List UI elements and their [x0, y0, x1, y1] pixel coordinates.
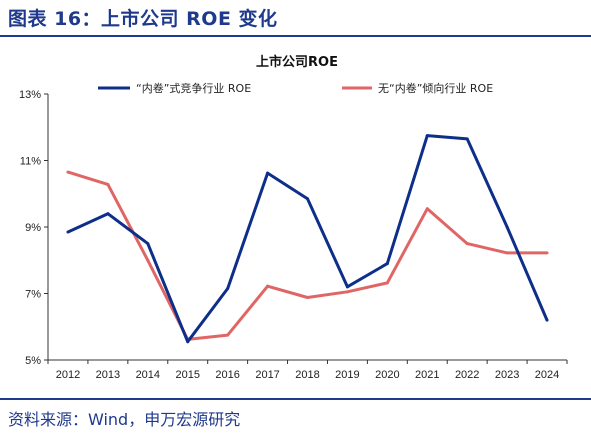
x-tick-label: 2022: [455, 369, 479, 381]
x-tick-label: 2012: [56, 369, 80, 381]
series-layer: [66, 134, 549, 344]
series-2-point: [505, 251, 509, 255]
series-1-point: [545, 318, 549, 322]
x-tick-label: 2019: [335, 369, 359, 381]
y-tick-label: 13%: [19, 89, 41, 101]
x-tick-label: 2015: [175, 369, 199, 381]
series-2-point: [425, 207, 429, 211]
y-tick-label: 7%: [25, 289, 41, 301]
x-tick-label: 2021: [415, 369, 439, 381]
source-divider: [0, 398, 591, 400]
x-tick-label: 2014: [136, 369, 160, 381]
series-2-point: [146, 258, 150, 262]
series-2-point: [345, 290, 349, 294]
series-1-point: [66, 230, 70, 234]
series-1-point: [465, 137, 469, 141]
y-tick-label: 9%: [25, 222, 41, 234]
chart-title: 上市公司ROE: [256, 54, 338, 70]
x-tick-label: 2016: [215, 369, 239, 381]
x-tick-label: 2017: [255, 369, 279, 381]
series-2-point: [66, 170, 70, 174]
series-1-point: [345, 285, 349, 289]
series-1-point: [266, 171, 270, 175]
line-chart: 上市公司ROE “内卷”式竞争行业 ROE 无“内卷”倾向行业 ROE 5% 7%…: [19, 54, 568, 381]
series-1-point: [106, 212, 110, 216]
series-2-point: [226, 333, 230, 337]
series-1-point: [385, 262, 389, 266]
x-axis-ticks: 2012 2013 2014 2015 2016 2017 2018 2019 2020 2021…: [47, 360, 568, 381]
x-tick-label: 2023: [495, 369, 519, 381]
legend-label-series-1: “内卷”式竞争行业 ROE: [136, 81, 251, 95]
series-line-1: [67, 134, 549, 344]
series-1-point: [425, 134, 429, 138]
x-tick-label: 2013: [96, 369, 120, 381]
series-2-point: [106, 182, 110, 186]
y-axis-ticks: 5% 7% 9% 11% 13%: [19, 89, 48, 367]
x-tick-label: 2018: [295, 369, 319, 381]
x-tick-label: 2020: [375, 369, 399, 381]
x-tick-label: 2024: [535, 369, 559, 381]
series-2-point: [545, 251, 549, 255]
series-1-point: [146, 242, 150, 246]
series-2-point: [465, 242, 469, 246]
y-tick-label: 11%: [20, 156, 41, 168]
series-1-point: [505, 225, 509, 229]
title-divider: [0, 35, 591, 37]
series-1-point: [226, 287, 230, 291]
figure-source: 资料来源：Wind，申万宏源研究: [8, 410, 241, 429]
y-tick-label: 5%: [25, 355, 41, 367]
series-2-point: [266, 284, 270, 288]
legend: “内卷”式竞争行业 ROE 无“内卷”倾向行业 ROE: [98, 81, 493, 95]
series-1-point: [186, 340, 190, 344]
series-2-point: [385, 281, 389, 285]
series-1-point: [306, 197, 309, 201]
figure-title: 图表 16：上市公司 ROE 变化: [8, 8, 278, 30]
legend-label-series-2: 无“内卷”倾向行业 ROE: [378, 81, 493, 95]
series-2-point: [306, 295, 309, 299]
